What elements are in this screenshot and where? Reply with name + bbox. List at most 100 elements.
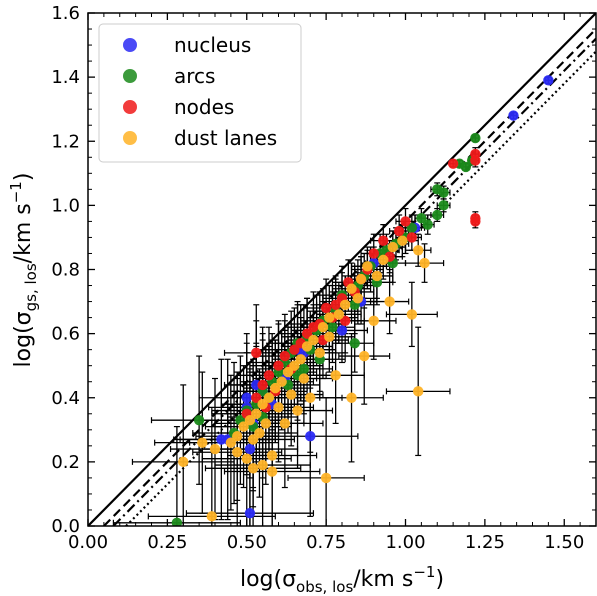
point-dust-lanes xyxy=(257,459,268,471)
point-nodes xyxy=(406,232,418,243)
point-dust-lanes xyxy=(330,370,341,381)
point-nucleus xyxy=(508,110,519,121)
point-arcs xyxy=(416,213,427,224)
legend-marker-nucleus xyxy=(123,38,137,52)
point-arcs xyxy=(438,200,449,211)
point-dust-lanes xyxy=(197,437,208,448)
point-nodes xyxy=(378,235,389,246)
x-tick-label: 0.50 xyxy=(227,532,267,553)
point-dust-lanes xyxy=(371,270,383,282)
point-dust-lanes xyxy=(346,392,357,403)
legend-label-nucleus: nucleus xyxy=(174,33,251,57)
y-tick-label: 1.0 xyxy=(51,195,80,216)
point-nodes xyxy=(470,216,481,227)
x-axis-ticks: 0.00 0.25 0.50 0.75 1.00 1.25 1.50 xyxy=(68,13,584,553)
point-dust-lanes xyxy=(263,392,275,403)
y-tick-label: 0.0 xyxy=(51,516,80,537)
point-arcs xyxy=(193,414,205,426)
point-nodes xyxy=(470,155,481,166)
point-nodes xyxy=(339,315,351,326)
point-dust-lanes xyxy=(257,398,268,410)
point-nodes xyxy=(393,225,405,237)
y-axis-label: log(σgs, los/km s−1) xyxy=(7,173,40,368)
x-tick-label: 1.25 xyxy=(465,532,505,553)
point-dust-lanes xyxy=(320,472,332,484)
point-dust-lanes xyxy=(413,386,424,397)
legend-label-nodes: nodes xyxy=(174,95,234,119)
x-axis-label: log(σobs, los/km s−1) xyxy=(240,563,444,596)
point-nodes xyxy=(257,379,268,391)
point-dust-lanes xyxy=(298,373,310,384)
point-arcs xyxy=(298,363,310,375)
point-dust-lanes xyxy=(406,309,418,320)
point-arcs xyxy=(171,517,183,526)
point-arcs xyxy=(432,209,443,221)
point-nodes xyxy=(368,248,379,259)
point-arcs xyxy=(422,219,433,230)
y-tick-label: 0.8 xyxy=(51,260,80,281)
point-arcs xyxy=(438,187,449,198)
point-dust-lanes xyxy=(244,414,256,426)
x-tick-label: 1.50 xyxy=(544,532,584,553)
point-dust-lanes xyxy=(368,315,379,326)
point-arcs xyxy=(327,322,338,333)
point-nodes xyxy=(251,392,262,403)
point-dust-lanes xyxy=(286,389,297,400)
point-dust-lanes xyxy=(282,366,294,378)
point-arcs xyxy=(460,161,472,173)
point-dust-lanes xyxy=(238,421,249,432)
y-tick-label: 0.2 xyxy=(51,452,80,473)
point-dust-lanes xyxy=(292,405,303,416)
y-tick-label: 1.4 xyxy=(51,67,80,88)
point-nodes xyxy=(289,344,300,355)
point-nodes xyxy=(279,350,291,362)
legend-label-dust-lanes: dust lanes xyxy=(174,126,277,150)
point-dust-lanes xyxy=(266,466,278,477)
point-dust-lanes xyxy=(362,261,373,272)
point-nodes xyxy=(263,370,275,381)
point-dust-lanes xyxy=(247,463,259,474)
point-dust-lanes xyxy=(387,241,398,253)
y-tick-label: 0.4 xyxy=(51,388,80,409)
point-dust-lanes xyxy=(413,245,424,256)
point-dust-lanes xyxy=(378,254,389,266)
point-nodes xyxy=(400,216,411,227)
y-tick-label: 1.6 xyxy=(51,3,80,24)
point-dust-lanes xyxy=(232,447,243,458)
point-dust-lanes xyxy=(355,273,367,285)
point-nodes xyxy=(320,302,332,314)
x-tick-label: 0.75 xyxy=(306,532,346,553)
point-dust-lanes xyxy=(384,296,395,307)
point-dust-lanes xyxy=(254,427,265,439)
point-dust-lanes xyxy=(206,511,218,522)
point-dust-lanes xyxy=(279,418,291,429)
point-dust-lanes xyxy=(324,312,335,323)
point-dust-lanes xyxy=(178,456,189,468)
point-nodes xyxy=(447,158,459,169)
point-dust-lanes xyxy=(270,382,281,394)
point-nodes xyxy=(330,299,341,310)
point-nucleus xyxy=(241,392,252,403)
point-dust-lanes xyxy=(308,334,319,346)
legend-marker-arcs xyxy=(123,69,137,83)
point-nodes xyxy=(301,328,313,339)
point-dust-lanes xyxy=(339,299,351,310)
x-tick-label: 0.25 xyxy=(147,532,187,553)
point-nodes xyxy=(251,347,262,359)
legend-marker-nodes xyxy=(123,100,137,114)
point-nodes xyxy=(308,322,319,333)
point-dust-lanes xyxy=(241,453,252,464)
point-arcs xyxy=(406,222,418,234)
point-nodes xyxy=(273,360,284,371)
point-dust-lanes xyxy=(295,354,306,365)
point-arcs xyxy=(470,132,481,144)
point-dust-lanes xyxy=(251,408,262,419)
point-dust-lanes xyxy=(305,392,316,403)
point-dust-lanes xyxy=(232,431,243,442)
legend-label-arcs: arcs xyxy=(174,64,215,88)
point-arcs xyxy=(349,338,360,349)
point-dust-lanes xyxy=(317,322,329,333)
legend-box xyxy=(98,23,302,163)
point-dust-lanes xyxy=(359,350,370,362)
